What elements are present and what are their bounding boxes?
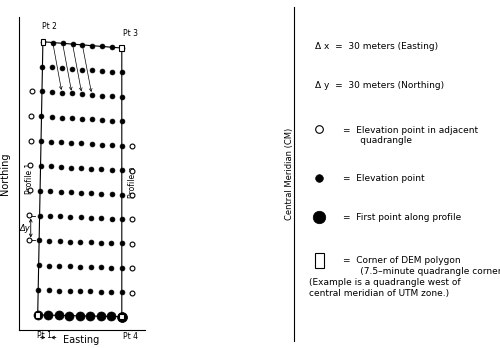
Text: =  Corner of DEM polygon
      (7.5–minute quadrangle corners): = Corner of DEM polygon (7.5–minute quad… — [343, 256, 500, 276]
Text: Pt 1: Pt 1 — [36, 331, 52, 340]
Text: Central Meridian (CM): Central Meridian (CM) — [285, 128, 294, 220]
Text: Δy: Δy — [20, 223, 30, 232]
Bar — [120, 314, 124, 319]
Text: =  Elevation point: = Elevation point — [343, 174, 424, 183]
Text: Northing: Northing — [0, 153, 10, 195]
Text: Pt 3: Pt 3 — [123, 29, 138, 38]
Text: =  First point along profile: = First point along profile — [343, 213, 462, 222]
Bar — [36, 312, 40, 318]
Bar — [40, 39, 45, 45]
Text: Δ y  =  30 meters (Northing): Δ y = 30 meters (Northing) — [315, 81, 444, 90]
Text: Δ x  =  30 meters (Easting): Δ x = 30 meters (Easting) — [315, 42, 438, 51]
Bar — [120, 45, 124, 51]
Bar — [314, 253, 324, 268]
Text: Pt 4: Pt 4 — [123, 332, 138, 341]
Text: Pt 2: Pt 2 — [42, 22, 56, 31]
Text: Profile n: Profile n — [128, 167, 138, 198]
Text: =  Elevation point in adjacent
      quadrangle: = Elevation point in adjacent quadrangle — [343, 126, 478, 145]
Text: (Example is a quadrangle west of
central meridian of UTM zone.): (Example is a quadrangle west of central… — [308, 278, 460, 298]
Text: Profile 1: Profile 1 — [25, 163, 34, 194]
Text: Easting: Easting — [63, 334, 100, 345]
